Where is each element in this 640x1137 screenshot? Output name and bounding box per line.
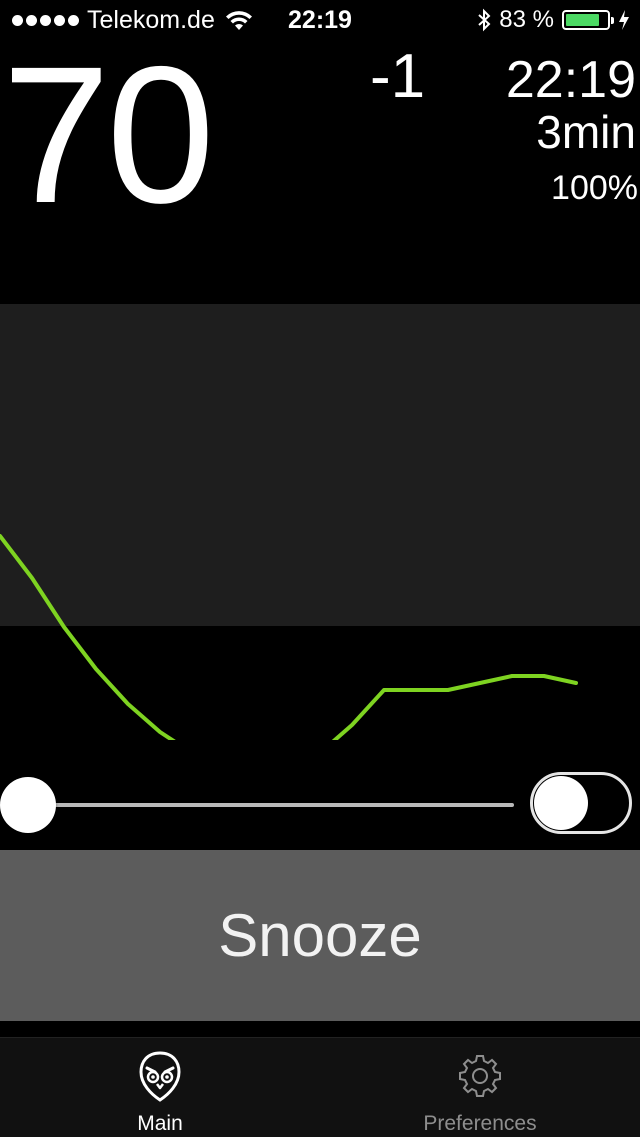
tab-preferences[interactable]: Preferences bbox=[320, 1038, 640, 1137]
battery-percent: 83 % bbox=[499, 6, 554, 33]
reading-time: 22:19 bbox=[505, 51, 636, 109]
status-time: 22:19 bbox=[288, 6, 352, 34]
slider-thumb[interactable] bbox=[0, 777, 56, 833]
bluetooth-icon bbox=[478, 8, 491, 32]
glucose-line bbox=[0, 534, 578, 740]
signal-strength-icon bbox=[12, 14, 79, 26]
glucose-value: 70 bbox=[2, 26, 215, 244]
tab-main-label: Main bbox=[137, 1112, 183, 1135]
glucose-chart bbox=[0, 304, 640, 740]
carrier-group: Telekom.de bbox=[12, 6, 253, 34]
carrier-name: Telekom.de bbox=[87, 5, 215, 34]
tab-main[interactable]: Main bbox=[0, 1038, 320, 1137]
tab-bar: Main Preferences bbox=[0, 1037, 640, 1137]
tab-preferences-label: Preferences bbox=[423, 1112, 537, 1135]
toggle-knob bbox=[534, 776, 588, 830]
gear-icon bbox=[459, 1055, 501, 1097]
glucose-delta: -1 bbox=[370, 42, 426, 111]
owl-icon bbox=[139, 1051, 181, 1102]
sensor-percent: 100% bbox=[551, 169, 638, 207]
slider-track[interactable] bbox=[28, 803, 514, 807]
charging-icon bbox=[619, 10, 629, 30]
snooze-button[interactable]: Snooze bbox=[0, 850, 640, 1021]
wifi-icon bbox=[225, 11, 252, 30]
reading-age: 3min bbox=[536, 106, 636, 158]
battery-level bbox=[566, 14, 600, 26]
status-bar: Telekom.de 22:19 83 % bbox=[0, 0, 640, 40]
battery-group: 83 % bbox=[477, 6, 630, 34]
battery-icon bbox=[562, 10, 614, 30]
glucose-chart-svg bbox=[0, 304, 640, 740]
target-range-band bbox=[0, 304, 640, 626]
toggle-switch[interactable] bbox=[530, 772, 632, 834]
